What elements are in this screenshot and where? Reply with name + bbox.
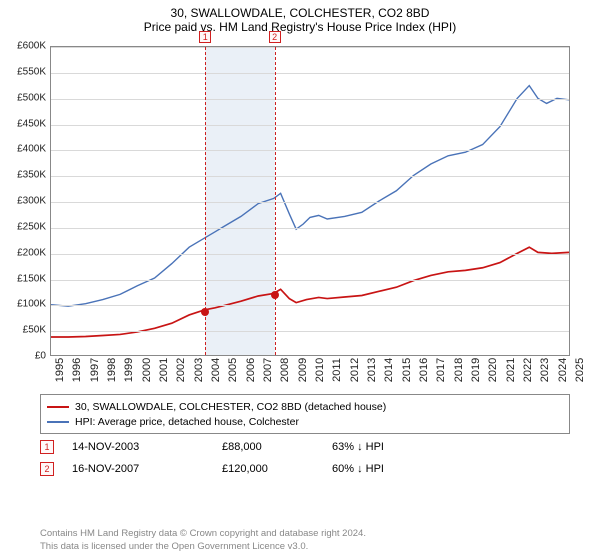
x-axis-label: 2016: [418, 358, 430, 382]
legend-swatch: [47, 421, 69, 423]
x-axis-label: 2007: [262, 358, 274, 382]
sale-marker-box: 2: [40, 462, 54, 476]
y-axis-label: £50K: [23, 325, 46, 336]
x-axis-label: 1997: [89, 358, 101, 382]
x-axis-label: 2021: [505, 358, 517, 382]
sale-price: £120,000: [222, 463, 332, 475]
legend-item-hpi: HPI: Average price, detached house, Colc…: [47, 414, 563, 429]
sale-pct: 60% ↓ HPI: [332, 463, 384, 475]
gridline: [51, 331, 569, 332]
y-axis-label: £200K: [17, 247, 46, 258]
sale-date: 14-NOV-2003: [72, 441, 222, 453]
legend-swatch: [47, 406, 69, 408]
x-axis-label: 2006: [245, 358, 257, 382]
y-axis-label: £450K: [17, 118, 46, 129]
legend-item-property: 30, SWALLOWDALE, COLCHESTER, CO2 8BD (de…: [47, 399, 563, 414]
gridline: [51, 202, 569, 203]
y-axis-label: £500K: [17, 92, 46, 103]
event-label-box: 1: [199, 31, 211, 43]
x-axis-label: 2005: [227, 358, 239, 382]
x-axis-label: 2022: [522, 358, 534, 382]
x-axis-label: 1999: [123, 358, 135, 382]
sale-row: 1 14-NOV-2003 £88,000 63% ↓ HPI: [40, 436, 570, 458]
gridline: [51, 280, 569, 281]
event-label-box: 2: [269, 31, 281, 43]
x-axis-label: 2012: [349, 358, 361, 382]
y-axis-label: £150K: [17, 273, 46, 284]
series-line-hpi: [51, 86, 569, 307]
gridline: [51, 305, 569, 306]
chart-subtitle: Price paid vs. HM Land Registry's House …: [0, 20, 600, 34]
x-axis-label: 2004: [210, 358, 222, 382]
x-axis-label: 2011: [331, 358, 343, 382]
series-line-property: [51, 247, 569, 337]
gridline: [51, 228, 569, 229]
gridline: [51, 254, 569, 255]
y-axis-label: £300K: [17, 196, 46, 207]
sale-marker-box: 1: [40, 440, 54, 454]
footer-attribution: Contains HM Land Registry data © Crown c…: [40, 528, 366, 554]
x-axis-label: 2020: [487, 358, 499, 382]
sale-pct: 63% ↓ HPI: [332, 441, 384, 453]
y-axis-label: £400K: [17, 144, 46, 155]
footer-line: Contains HM Land Registry data © Crown c…: [40, 528, 366, 541]
gridline: [51, 176, 569, 177]
x-axis-label: 2023: [539, 358, 551, 382]
x-axis-label: 2024: [557, 358, 569, 382]
x-axis-label: 2019: [470, 358, 482, 382]
legend-label: 30, SWALLOWDALE, COLCHESTER, CO2 8BD (de…: [75, 401, 386, 413]
gridline: [51, 150, 569, 151]
event-line: [275, 47, 276, 355]
y-axis-label: £100K: [17, 299, 46, 310]
sale-row: 2 16-NOV-2007 £120,000 60% ↓ HPI: [40, 458, 570, 480]
legend: 30, SWALLOWDALE, COLCHESTER, CO2 8BD (de…: [40, 394, 570, 434]
x-axis-label: 2010: [314, 358, 326, 382]
x-axis-label: 2014: [383, 358, 395, 382]
y-axis-label: £0: [35, 351, 46, 362]
x-axis-label: 2025: [574, 358, 586, 382]
sales-table: 1 14-NOV-2003 £88,000 63% ↓ HPI 2 16-NOV…: [40, 436, 570, 480]
gridline: [51, 125, 569, 126]
price-chart: 12: [50, 46, 570, 356]
x-axis-label: 1995: [54, 358, 66, 382]
y-axis-label: £550K: [17, 66, 46, 77]
sale-date: 16-NOV-2007: [72, 463, 222, 475]
x-axis-label: 2013: [366, 358, 378, 382]
x-axis-label: 2000: [141, 358, 153, 382]
gridline: [51, 47, 569, 48]
footer-line: This data is licensed under the Open Gov…: [40, 541, 366, 554]
x-axis-label: 1998: [106, 358, 118, 382]
chart-title: 30, SWALLOWDALE, COLCHESTER, CO2 8BD: [0, 6, 600, 20]
x-axis-label: 2015: [401, 358, 413, 382]
sale-price: £88,000: [222, 441, 332, 453]
x-axis-label: 2003: [193, 358, 205, 382]
x-axis-label: 1996: [71, 358, 83, 382]
x-axis-label: 2017: [435, 358, 447, 382]
x-axis-label: 2002: [175, 358, 187, 382]
sale-marker-dot: [271, 291, 279, 299]
gridline: [51, 99, 569, 100]
x-axis-label: 2009: [297, 358, 309, 382]
y-axis-label: £250K: [17, 221, 46, 232]
x-axis-label: 2001: [158, 358, 170, 382]
chart-lines-layer: [51, 47, 569, 355]
legend-label: HPI: Average price, detached house, Colc…: [75, 416, 299, 428]
sale-marker-dot: [201, 308, 209, 316]
x-axis-label: 2018: [453, 358, 465, 382]
y-axis-label: £600K: [17, 41, 46, 52]
x-axis-label: 2008: [279, 358, 291, 382]
chart-title-block: 30, SWALLOWDALE, COLCHESTER, CO2 8BD Pri…: [0, 0, 600, 36]
y-axis-label: £350K: [17, 170, 46, 181]
gridline: [51, 73, 569, 74]
